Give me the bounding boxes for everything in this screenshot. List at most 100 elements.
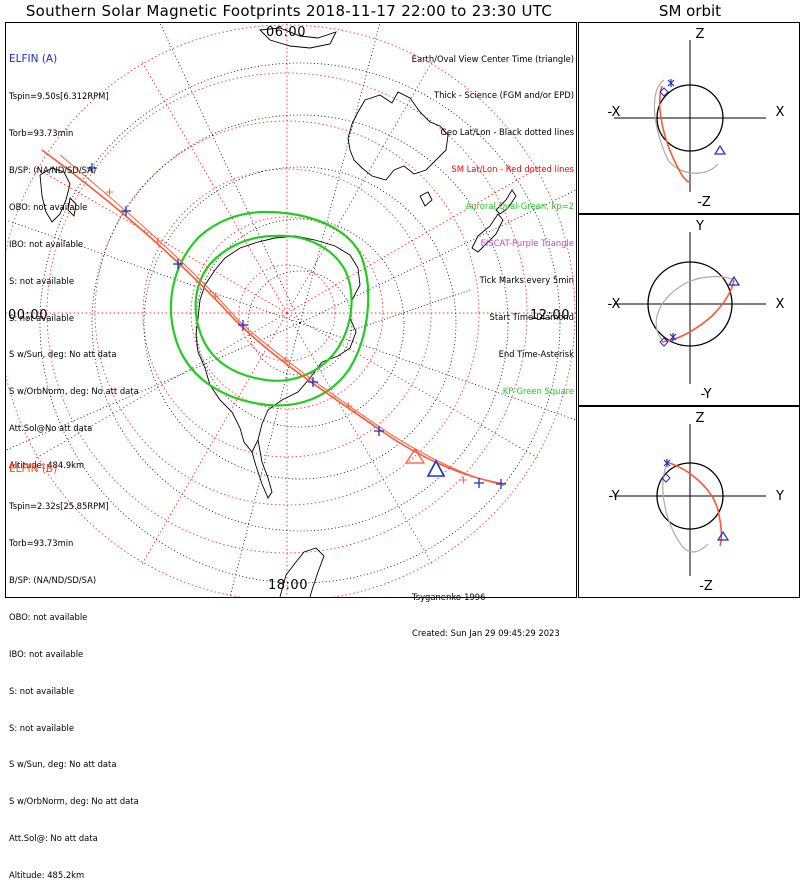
track-ticks-b	[106, 188, 467, 484]
orbit-start-a	[659, 337, 669, 347]
legend-item: End Time-Asterisk	[498, 348, 574, 359]
elfin-a-line: S w/Sun, deg: No att data	[9, 349, 117, 360]
eiscat-meridian	[349, 289, 471, 332]
orbit-end-a	[667, 79, 675, 87]
antarctica-coast	[195, 235, 361, 453]
elfin-b-line: S w/Sun, deg: No att data	[9, 759, 117, 770]
elfin-b-info: ELFIN (B) Tspin=2.32s[25.85RPM] Torb=93.…	[9, 437, 139, 894]
tick-b-2	[154, 238, 161, 246]
orbit-path-gray	[653, 79, 719, 174]
orbit-panel-yz: Z -Z -Y Y	[578, 406, 800, 598]
legend-item: Auroral Oval-Green, kp=2	[465, 201, 574, 212]
orbit-axis-label-right: Y	[775, 489, 784, 504]
elfin-b-line: Att.Sol@: No att data	[9, 833, 98, 844]
geo-lon-spokes	[6, 23, 576, 597]
orbit-axis-label-right: X	[776, 297, 785, 312]
elfin-a-line: S: not available	[9, 275, 74, 286]
legend-item: Earth/Oval View Center Time (triangle)	[411, 53, 574, 64]
orbit-path-gray	[662, 465, 709, 553]
tick-a-4	[238, 320, 248, 330]
antarctic-peninsula	[251, 439, 273, 499]
orbit-axis-label-right: X	[776, 105, 785, 120]
elfin-b-line: Torb=93.73min	[9, 538, 74, 549]
orbit-axis-label-left: -Y	[608, 489, 619, 504]
tick-a-3	[173, 259, 183, 269]
australia-coast	[347, 91, 449, 181]
tick-a-7	[474, 478, 484, 488]
legend: Earth/Oval View Center Time (triangle) T…	[412, 28, 574, 409]
legend-item: Thick - Science (FGM and/or EPD)	[433, 90, 574, 101]
tick-b-3	[212, 292, 219, 300]
legend-item: SM Lat/Lon - Red dotted lines	[451, 164, 574, 175]
tick-a-2	[121, 206, 131, 216]
elfin-a-info: ELFIN (A) Tspin=9.50s[6.312RPM] Torb=93.…	[9, 27, 139, 484]
elfin-b-line: B/SP: (NA/ND/SD/SA)	[9, 574, 97, 585]
elfin-a-line: Tspin=9.50s[6.312RPM]	[9, 91, 109, 102]
legend-item: KP-Green Square	[502, 385, 574, 396]
tick-b-4	[282, 356, 289, 364]
auroral-oval	[169, 210, 370, 407]
orbit-triangle-a	[713, 144, 727, 155]
orbit-end-a	[663, 459, 671, 467]
tick-a-1	[87, 163, 97, 173]
new-zealand-north	[495, 189, 517, 215]
orbit-path-a	[658, 85, 691, 183]
earth-circle	[656, 84, 724, 152]
legend-item: Tick Marks every 5min	[479, 274, 574, 285]
elfin-a-line: Torb=93.73min	[9, 128, 74, 139]
tasmania-coast	[419, 191, 433, 207]
elfin-a-line: S w/OrbNorm, deg: No att data	[9, 386, 139, 397]
track-ticks-a	[87, 163, 506, 489]
south-america-coast	[279, 547, 325, 597]
africa-coast	[39, 167, 71, 223]
earth-circle	[656, 462, 724, 530]
mlt-label-bottom: 18:00	[268, 578, 308, 593]
orbit-axis-label-top: Y	[695, 219, 704, 234]
elfin-b-line: OBO: not available	[9, 611, 88, 622]
tick-b-5	[345, 402, 352, 410]
elfin-a-line: OBO: not available	[9, 201, 88, 212]
tick-a-5	[308, 377, 318, 387]
orbit-path-gray	[655, 275, 735, 341]
auroral-oval-outer	[169, 210, 370, 407]
tick-a-8	[496, 479, 506, 489]
elfin-b-name: ELFIN (B)	[9, 462, 58, 475]
madagascar-coast	[67, 197, 77, 217]
orbit-panel-xy: Y -Y -X X	[578, 214, 800, 406]
footprint-track-b	[41, 149, 506, 485]
view-center-triangle-a	[426, 459, 446, 477]
island-asia	[259, 27, 337, 49]
orbit-title: SM orbit	[658, 2, 722, 20]
elfin-b-line: S: not available	[9, 685, 74, 696]
footprint-track-a	[59, 154, 501, 485]
orbit-axis-label-left: -X	[608, 105, 621, 120]
elfin-b-line: S w/OrbNorm, deg: No att data	[9, 796, 139, 807]
elfin-b-line: IBO: not available	[9, 648, 84, 659]
elfin-a-line: Att.Sol@No att data	[9, 423, 93, 434]
orbit-triangle-a	[716, 530, 730, 541]
tick-a-6	[374, 426, 384, 436]
mlt-label-top: 06:00	[266, 25, 306, 40]
orbit-axis-label-bottom: -Z	[697, 195, 711, 210]
legend-item: Geo Lat/Lon - Black dotted lines	[440, 127, 574, 138]
elfin-a-line: S: not available	[9, 312, 74, 323]
orbit-start-a	[661, 473, 671, 483]
credits: Tsyganenko-1996 Created: Sun Jan 29 09:4…	[412, 566, 560, 652]
footprint-map	[5, 22, 577, 598]
new-zealand-coast	[471, 213, 504, 253]
main-title: Southern Solar Magnetic Footprints 2018-…	[25, 2, 553, 20]
orbit-panel-xz: Z -Z -X X	[578, 22, 800, 214]
sm-orbit-panels: Z -Z -X X Y -Y -X X Z -Z -Y Y	[578, 22, 800, 598]
elfin-b-line: Altitude: 485.2km	[9, 870, 85, 881]
orbit-axis-label-top: Z	[696, 27, 705, 42]
elfin-b-line: S: not available	[9, 722, 74, 733]
model-credit: Tsyganenko-1996	[412, 591, 486, 602]
sm-lon-spokes	[6, 23, 576, 597]
legend-item: EISCAT-Purple Triangle	[480, 238, 574, 249]
view-center-triangle-b	[404, 447, 426, 464]
orbit-axis-label-bottom: -Y	[700, 387, 711, 402]
mlt-label-right: 12:00	[530, 308, 570, 323]
map-frame	[5, 22, 577, 598]
orbit-triangle-a	[727, 275, 741, 286]
legend-item: Start Time-Diamond	[489, 311, 574, 322]
